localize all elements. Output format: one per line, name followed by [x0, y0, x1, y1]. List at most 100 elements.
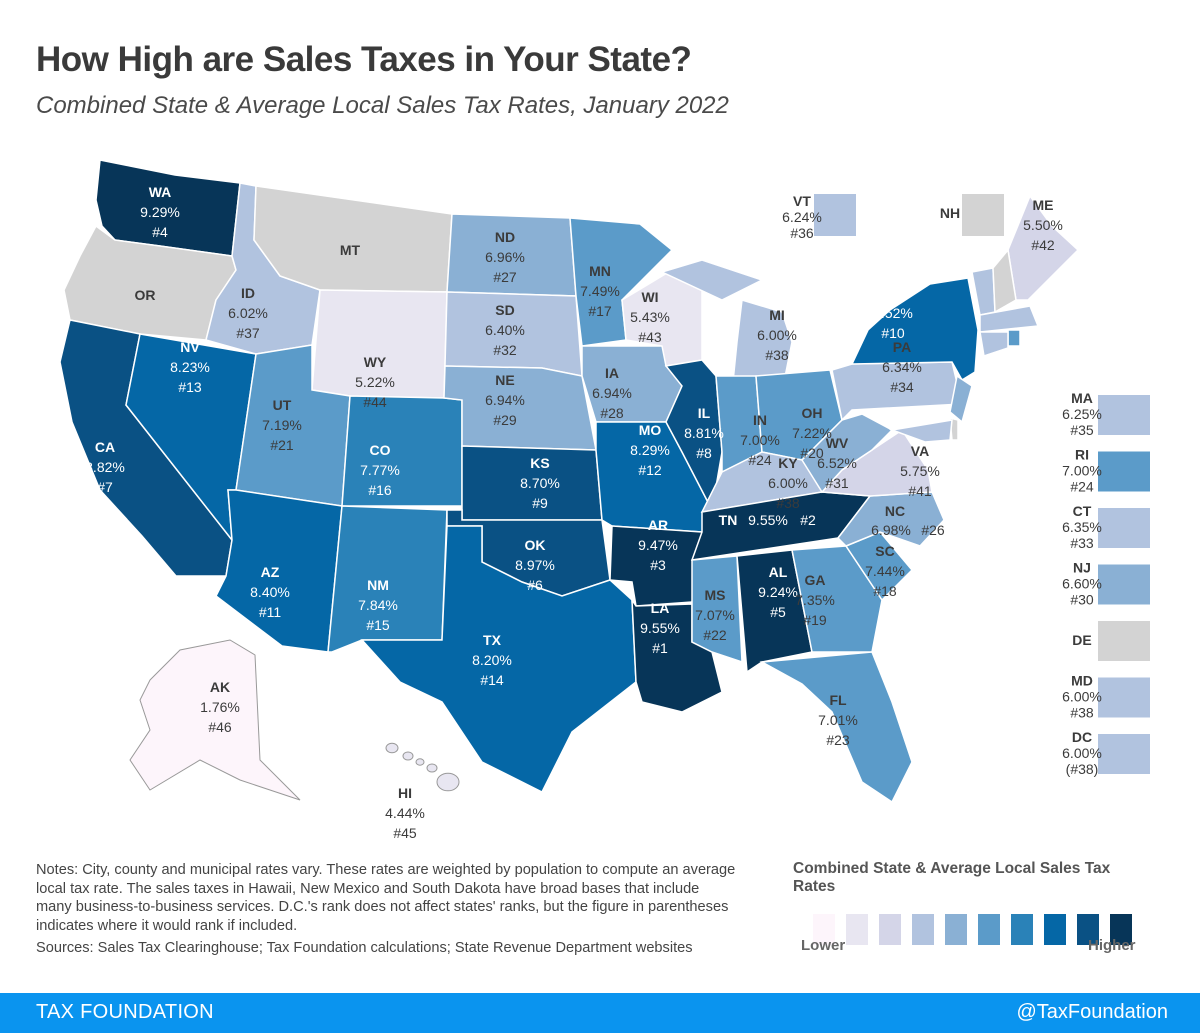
label-ks-rank: #9	[532, 495, 548, 511]
label-mn-rate: 7.49%	[580, 283, 620, 299]
label-il-rank: #8	[696, 445, 712, 461]
label-dc-rank: (#38)	[1066, 761, 1099, 777]
state-ny	[850, 277, 979, 382]
label-ut-abbr: UT	[273, 397, 292, 413]
label-id-rank: #37	[236, 325, 260, 341]
label-tn-rank: #2	[800, 512, 816, 528]
label-oh-rank: #20	[800, 445, 824, 461]
label-ga-rate: 7.35%	[795, 592, 835, 608]
state-vt	[971, 267, 996, 316]
label-nm-rank: #15	[366, 617, 390, 633]
label-oh-abbr: OH	[802, 405, 823, 421]
label-ny-rate: 8.52%	[873, 305, 913, 321]
label-ct-rank: #33	[1070, 535, 1094, 551]
label-ca-rank: #7	[97, 479, 113, 495]
label-sd-rank: #32	[493, 342, 517, 358]
label-wi-abbr: WI	[641, 289, 658, 305]
label-ks-abbr: KS	[530, 455, 549, 471]
label-id-rate: 6.02%	[228, 305, 268, 321]
label-ks-rate: 8.70%	[520, 475, 560, 491]
label-la-rate: 9.55%	[640, 620, 680, 636]
swatch-de	[1098, 621, 1150, 661]
legend-swatch-10	[1110, 914, 1132, 945]
label-ar-rate: 9.47%	[638, 537, 678, 553]
label-ri-abbr: RI	[1075, 447, 1089, 463]
label-fl-abbr: FL	[829, 692, 847, 708]
label-vt-rate: 6.24%	[782, 209, 822, 225]
label-ri-rate: 7.00%	[1062, 463, 1102, 479]
legend-swatch-1	[813, 914, 835, 945]
label-ms-rate: 7.07%	[695, 607, 735, 623]
legend-swatches	[813, 914, 1153, 945]
label-co-rate: 7.77%	[360, 462, 400, 478]
state-ma	[979, 305, 1040, 333]
label-al-rank: #5	[770, 604, 786, 620]
label-nm-abbr: NM	[367, 577, 389, 593]
label-ca-rate: 8.82%	[85, 459, 125, 475]
swatch-ma	[1098, 395, 1150, 435]
label-me-rate: 5.50%	[1023, 217, 1063, 233]
label-in-rank: #24	[748, 452, 772, 468]
label-nv-rank: #13	[178, 379, 202, 395]
sources-text: Sources: Sales Tax Clearinghouse; Tax Fo…	[36, 940, 693, 956]
state-mi-upper	[659, 259, 764, 301]
label-ct-abbr: CT	[1073, 503, 1092, 519]
label-ut-rank: #21	[270, 437, 294, 453]
color-legend: Combined State & Average Local Sales Tax…	[793, 860, 1153, 954]
legend-high-label: Higher	[1088, 937, 1136, 954]
label-va-rank: #41	[908, 483, 932, 499]
label-mi-rank: #38	[765, 347, 789, 363]
state-ct	[979, 331, 1009, 357]
label-wv-rank: #31	[825, 475, 849, 491]
state-mt	[253, 185, 453, 293]
label-co-rank: #16	[368, 482, 392, 498]
label-ms-abbr: MS	[705, 587, 726, 603]
state-tx	[360, 525, 637, 794]
legend-swatch-5	[945, 914, 967, 945]
label-va-rate: 5.75%	[900, 463, 940, 479]
label-tn-rate: 9.55%	[748, 512, 788, 528]
label-or-abbr: OR	[135, 287, 156, 303]
state-nh	[992, 248, 1017, 314]
state-ne	[443, 365, 597, 451]
label-ma-rate: 6.25%	[1062, 406, 1102, 422]
label-sc-rate: 7.44%	[865, 563, 905, 579]
label-la-abbr: LA	[651, 600, 670, 616]
label-nv-abbr: NV	[180, 339, 200, 355]
state-wv	[801, 413, 894, 494]
label-md-rate: 6.00%	[1062, 689, 1102, 705]
label-md-rank: #38	[1070, 705, 1094, 721]
legend-title: Combined State & Average Local Sales Tax…	[793, 860, 1111, 895]
state-la	[631, 597, 723, 713]
legend-low-label: Lower	[801, 937, 846, 954]
label-wa-rate: 9.29%	[140, 204, 180, 220]
hawaii-island	[426, 763, 438, 773]
label-wv-rate: 6.52%	[817, 455, 857, 471]
label-la-rank: #1	[652, 640, 668, 656]
label-il-abbr: IL	[698, 405, 711, 421]
label-wy-rate: 5.22%	[355, 374, 395, 390]
label-nm-rate: 7.84%	[358, 597, 398, 613]
label-md-abbr: MD	[1071, 673, 1093, 689]
state-ga	[791, 545, 883, 653]
label-pa-rank: #34	[890, 379, 914, 395]
footer-handle[interactable]: @TaxFoundation	[1016, 1001, 1168, 1023]
hawaii-island	[402, 751, 414, 761]
swatch-md	[1098, 677, 1150, 718]
label-nh-abbr: NH	[940, 205, 960, 221]
label-ne-abbr: NE	[495, 372, 514, 388]
label-wv-abbr: WV	[826, 435, 849, 451]
label-ia-abbr: IA	[605, 365, 619, 381]
notes: Notes: City, county and municipal rates …	[36, 861, 736, 962]
hawaii-island	[385, 742, 399, 754]
label-fl-rank: #23	[826, 732, 850, 748]
label-co-abbr: CO	[370, 442, 391, 458]
label-ny-abbr: NY	[883, 285, 903, 301]
swatch-vt	[814, 194, 856, 236]
label-in-rate: 7.00%	[740, 432, 780, 448]
label-mo-rank: #12	[638, 462, 662, 478]
label-ne-rate: 6.94%	[485, 392, 525, 408]
label-az-abbr: AZ	[261, 564, 280, 580]
footer-brand[interactable]: TAX FOUNDATION	[36, 1001, 214, 1023]
state-md	[889, 419, 953, 443]
